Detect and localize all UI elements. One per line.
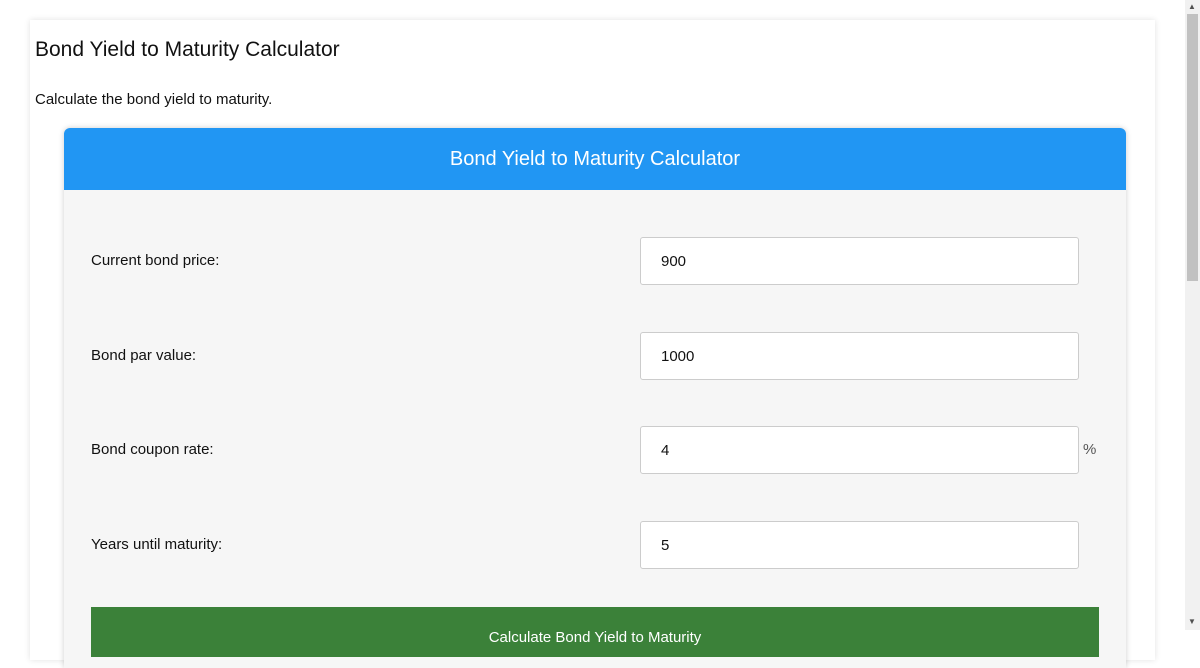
field-label: Current bond price: (91, 252, 220, 269)
field-years-until-maturity: Years until maturity: (64, 521, 1126, 569)
scroll-down-arrow-icon[interactable]: ▼ (1188, 617, 1196, 626)
bond-par-value-input[interactable] (640, 332, 1079, 380)
years-until-maturity-input[interactable] (640, 521, 1079, 569)
field-bond-coupon-rate: Bond coupon rate: % (64, 426, 1126, 474)
scrollbar-thumb[interactable] (1187, 14, 1198, 281)
bond-coupon-rate-input[interactable] (640, 426, 1079, 474)
calculate-button[interactable]: Calculate Bond Yield to Maturity (91, 607, 1099, 657)
scroll-up-arrow-icon[interactable]: ▲ (1188, 2, 1196, 11)
current-bond-price-input[interactable] (640, 237, 1079, 285)
calculator-card: Bond Yield to Maturity Calculator Curren… (64, 128, 1126, 668)
vertical-scrollbar[interactable]: ▲ ▼ (1185, 0, 1200, 630)
field-current-bond-price: Current bond price: (64, 237, 1126, 285)
field-label: Years until maturity: (91, 536, 223, 553)
field-label: Bond par value: (91, 347, 197, 364)
page-description: Calculate the bond yield to maturity. (35, 91, 273, 108)
field-bond-par-value: Bond par value: (64, 332, 1126, 380)
field-label: Bond coupon rate: (91, 441, 214, 458)
page-title: Bond Yield to Maturity Calculator (35, 38, 340, 61)
page-container: Bond Yield to Maturity Calculator Calcul… (30, 20, 1155, 668)
calculator-header: Bond Yield to Maturity Calculator (64, 128, 1126, 190)
percent-unit: % (1083, 441, 1097, 458)
